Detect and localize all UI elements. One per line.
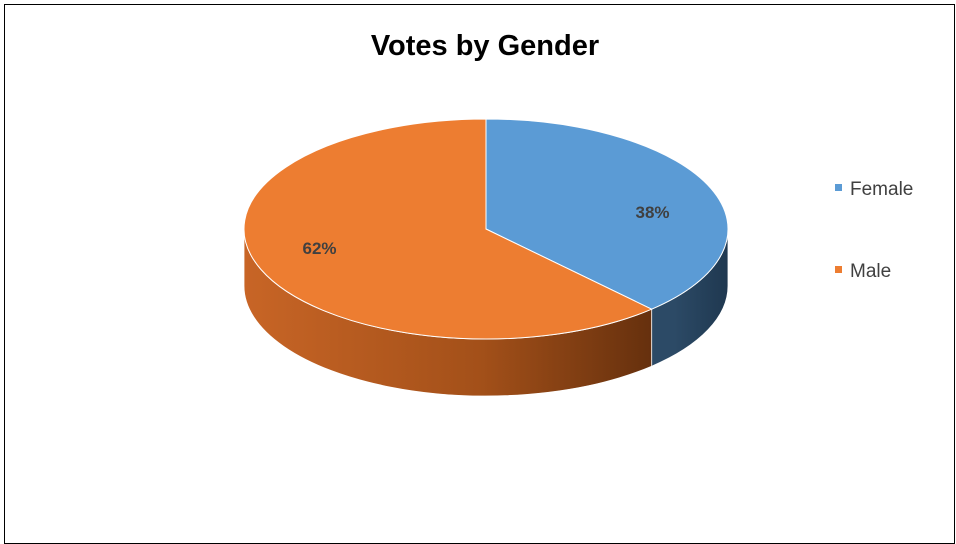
legend-swatch-female [835,184,842,192]
pie-labels: 38% 62% [302,203,669,258]
data-label-female: 38% [635,203,669,222]
legend-item-male: Male [835,261,891,283]
legend-item-female: Female [835,179,913,201]
legend-label-female: Female [850,179,914,200]
legend-swatch-male [835,266,842,274]
legend-label-male: Male [850,261,892,282]
data-label-male: 62% [302,239,336,258]
pie-tops [243,118,729,340]
pie-slice-female [485,118,729,310]
pie-chart: 38% 62% [243,118,729,397]
chart-title: Votes by Gender [370,30,600,62]
pie-slice-male [243,118,653,340]
